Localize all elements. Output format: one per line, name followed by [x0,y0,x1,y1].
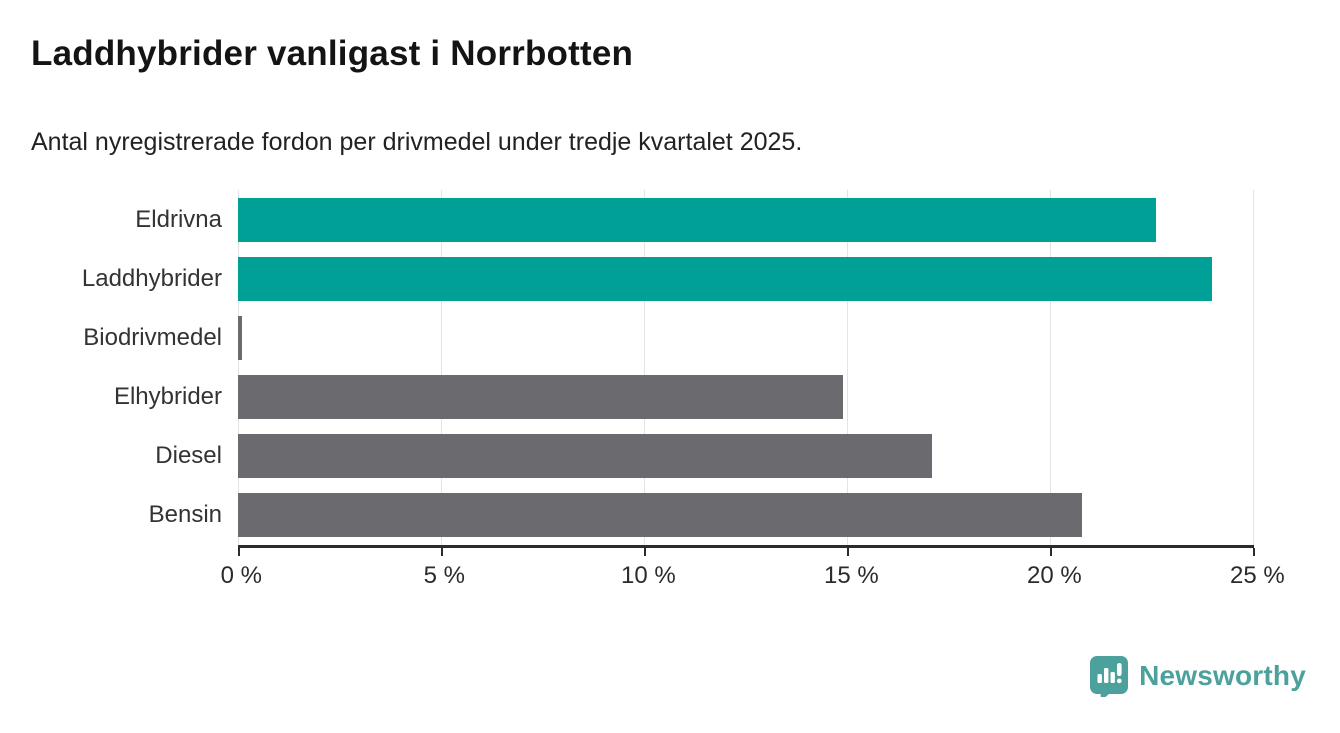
axis-tick-label: 25 % [1230,562,1285,589]
axis-tick-label: 0 % [220,562,262,589]
axis-tick [847,548,849,556]
bar-laddhybrider [238,256,1213,301]
brand-footer: Newsworthy [1089,655,1306,697]
gridline [1253,190,1254,545]
category-label: Elhybrider [113,383,222,411]
axis-tick [644,548,646,556]
brand-name: Newsworthy [1139,660,1306,691]
gridline [1050,190,1051,545]
gridline [441,190,442,545]
category-label: Bensin [148,501,222,529]
axis-tick-label: 20 % [1027,562,1082,589]
bar-biodrivmedel [238,315,243,360]
gridline [847,190,848,545]
category-labels: Eldrivna Laddhybrider Biodrivmedel Elhybrid… [0,190,222,545]
plot-area [238,190,1254,545]
gridline [644,190,645,545]
axis-tick [238,548,240,556]
axis-tick-label: 15 % [824,562,879,589]
bar-elhybrider [238,375,843,420]
bar-bensin [238,493,1083,538]
category-label: Eldrivna [135,205,222,233]
chart-title: Laddhybrider vanligast i Norrbotten [31,34,634,73]
gridline [238,190,239,545]
bar-diesel [238,434,933,479]
axis-tick [1050,548,1052,556]
bar-eldrivna [238,197,1156,242]
category-label: Biodrivmedel [83,323,222,351]
newsworthy-logo-icon [1089,655,1129,697]
x-axis-line [238,545,1254,548]
category-label: Diesel [155,442,222,470]
axis-tick [441,548,443,556]
chart-subtitle: Antal nyregistrerade fordon per drivmede… [31,128,803,156]
axis-tick-label: 5 % [423,562,465,589]
category-label: Laddhybrider [81,264,222,292]
axis-tick [1253,548,1255,556]
bar-chart: Eldrivna Laddhybrider Biodrivmedel Elhybrid… [0,190,1340,610]
axis-tick-label: 10 % [621,562,676,589]
